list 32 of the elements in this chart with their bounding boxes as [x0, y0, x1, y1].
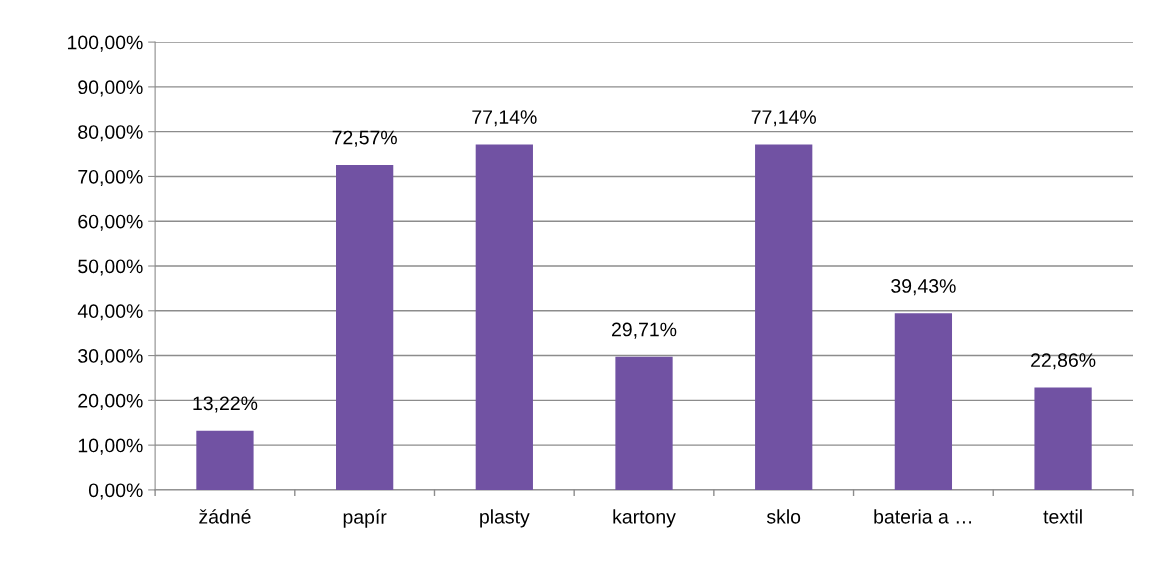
y-tick-label: 50,00% [78, 259, 143, 276]
x-tick-label: papír [343, 509, 387, 528]
y-tick-label: 100,00% [68, 35, 143, 52]
x-tick-label: žádné [199, 509, 251, 524]
x-tick-label: plasty [480, 509, 530, 528]
data-label: 29,71% [612, 322, 677, 339]
y-tick-label: 40,00% [77, 304, 143, 321]
x-tick-label: kartony [613, 509, 676, 528]
data-label: 22,86% [1031, 353, 1096, 370]
bar [336, 164, 394, 490]
y-tick-label: 0,00% [88, 483, 143, 500]
x-tick-label: bateria a … [874, 509, 972, 524]
bar [755, 144, 813, 490]
data-label: 39,43% [891, 279, 956, 296]
data-label: 77,14% [472, 110, 537, 127]
bar [196, 430, 254, 490]
y-tick-label: 10,00% [78, 438, 143, 455]
bar [1034, 387, 1092, 490]
x-tick-label: sklo [766, 509, 801, 524]
y-tick-label: 70,00% [78, 169, 143, 186]
bar [894, 313, 953, 490]
bar [475, 144, 533, 490]
y-tick-label: 60,00% [78, 214, 143, 231]
y-tick-label: 30,00% [78, 349, 143, 366]
bar [615, 356, 673, 490]
y-tick-label: 20,00% [78, 393, 143, 410]
data-label: 72,57% [332, 130, 397, 147]
y-tick-label: 90,00% [78, 80, 143, 97]
y-tick-label: 80,00% [78, 125, 143, 142]
data-label: 13,22% [193, 396, 258, 413]
data-label: 77,14% [751, 110, 816, 127]
x-tick-label: textil [1043, 509, 1082, 524]
